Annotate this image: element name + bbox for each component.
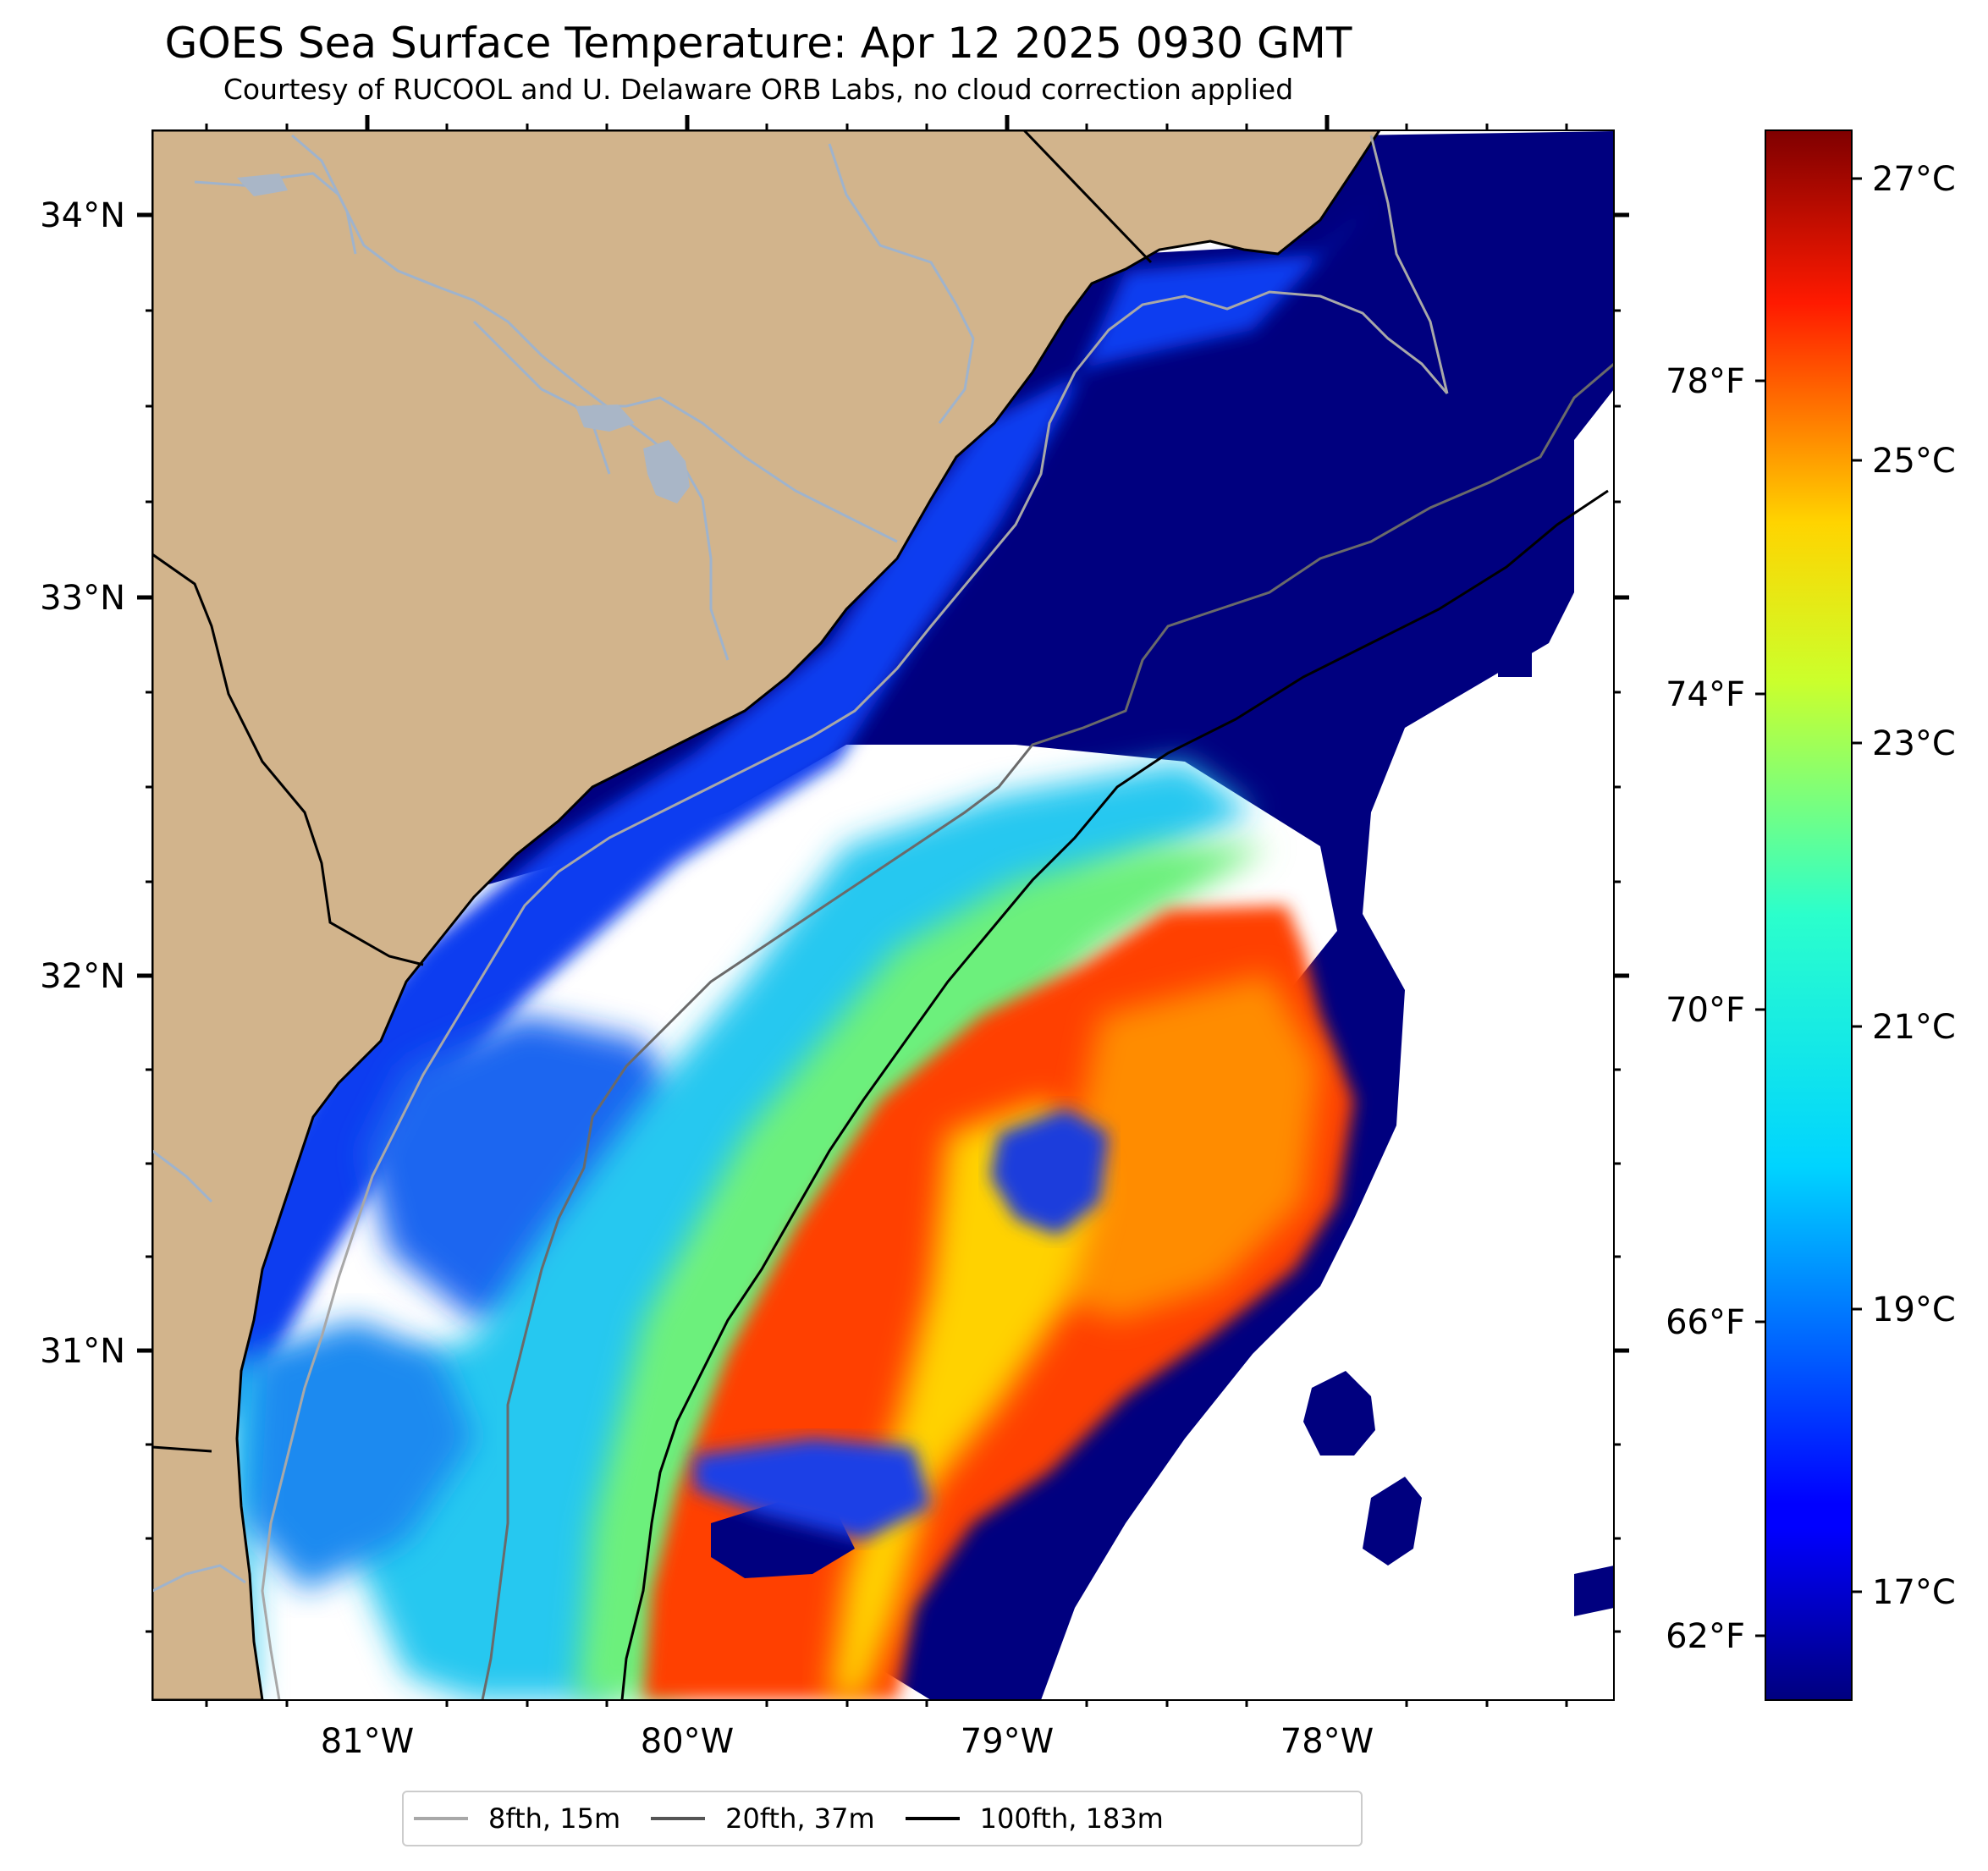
colorbar-c-label: 25°C bbox=[1872, 442, 1956, 481]
colorbar: 78°F 74°F 70°F 66°F 62°F 27°C 25°C 23°C … bbox=[1666, 129, 1956, 1701]
legend-label: 100fth, 183m bbox=[979, 1802, 1164, 1835]
colorbar-f-label: 74°F bbox=[1666, 675, 1745, 714]
sst-cyan-band bbox=[229, 762, 1253, 1700]
sst-offshore-blob-3 bbox=[1574, 1566, 1614, 1616]
map-title: GOES Sea Surface Temperature: Apr 12 202… bbox=[164, 19, 1352, 68]
colorbar-f-label: 78°F bbox=[1666, 362, 1745, 401]
reservoir-lake bbox=[643, 440, 690, 504]
lon-tick-label: 81°W bbox=[321, 1722, 414, 1761]
lat-tick-label: 34°N bbox=[40, 196, 125, 235]
legend-item-8fth: 8fth, 15m bbox=[414, 1802, 620, 1835]
colorbar-f-label: 62°F bbox=[1666, 1617, 1745, 1656]
minor-ticks bbox=[146, 124, 1621, 1707]
legend-line-swatch bbox=[905, 1817, 960, 1820]
colorbar-c-label: 19°C bbox=[1872, 1290, 1956, 1329]
colorbar-c-label: 27°C bbox=[1872, 160, 1956, 199]
map-frame bbox=[151, 129, 1615, 1701]
sst-cold-water bbox=[322, 131, 1614, 1700]
sst-orange-eddy bbox=[1033, 973, 1320, 1320]
lat-tick-label: 32°N bbox=[40, 957, 125, 996]
sst-cold-patch-c bbox=[694, 1439, 931, 1540]
legend-item-20fth: 20fth, 37m bbox=[651, 1802, 875, 1835]
legend-label: 20fth, 37m bbox=[725, 1802, 875, 1835]
sst-offshore-blob-2 bbox=[1363, 1477, 1422, 1566]
bathymetry-100fth bbox=[620, 489, 1609, 1700]
sst-cold-intrusion-a bbox=[990, 1109, 1109, 1235]
colorbar-c-label: 23°C bbox=[1872, 724, 1956, 763]
colorbar-c-label: 17°C bbox=[1872, 1573, 1956, 1612]
major-ticks bbox=[137, 115, 1629, 1353]
sst-inner-shelf-blue bbox=[245, 1320, 474, 1591]
colorbar-f-label: 66°F bbox=[1666, 1303, 1745, 1342]
legend-label: 8fth, 15m bbox=[488, 1802, 621, 1835]
lat-tick-label: 33°N bbox=[40, 579, 125, 618]
legend-item-100fth: 100fth, 183m bbox=[905, 1802, 1164, 1835]
lon-tick-label: 79°W bbox=[961, 1722, 1054, 1761]
legend-line-swatch bbox=[414, 1817, 468, 1820]
land-mass bbox=[152, 130, 1381, 1700]
map-panel bbox=[152, 130, 1614, 1700]
colorbar-f-label: 70°F bbox=[1666, 991, 1745, 1030]
reservoir-lake-2 bbox=[575, 404, 635, 432]
sst-offshore-blob-1 bbox=[1303, 1371, 1375, 1456]
state-borders bbox=[152, 130, 1153, 1453]
colorbar-c-label: 21°C bbox=[1872, 1008, 1956, 1047]
lon-tick-label: 80°W bbox=[641, 1722, 734, 1761]
bathymetry-20fth bbox=[481, 362, 1614, 1700]
contour-legend: 8fth, 15m 20fth, 37m 100fth, 183m bbox=[402, 1791, 1363, 1846]
sst-yellow-filament bbox=[829, 1100, 1100, 1700]
colorbar-gradient bbox=[1765, 129, 1853, 1701]
rivers bbox=[152, 134, 975, 1593]
lon-tick-label: 78°W bbox=[1280, 1722, 1374, 1761]
legend-line-swatch bbox=[651, 1817, 706, 1820]
sst-offshore-blob-4 bbox=[1498, 626, 1532, 677]
map-subtitle: Courtesy of RUCOOL and U. Delaware ORB L… bbox=[223, 73, 1294, 106]
lat-tick-label: 31°N bbox=[40, 1332, 125, 1371]
reservoir-lake-3 bbox=[237, 173, 288, 196]
bathymetry-8fth bbox=[261, 135, 1449, 1700]
